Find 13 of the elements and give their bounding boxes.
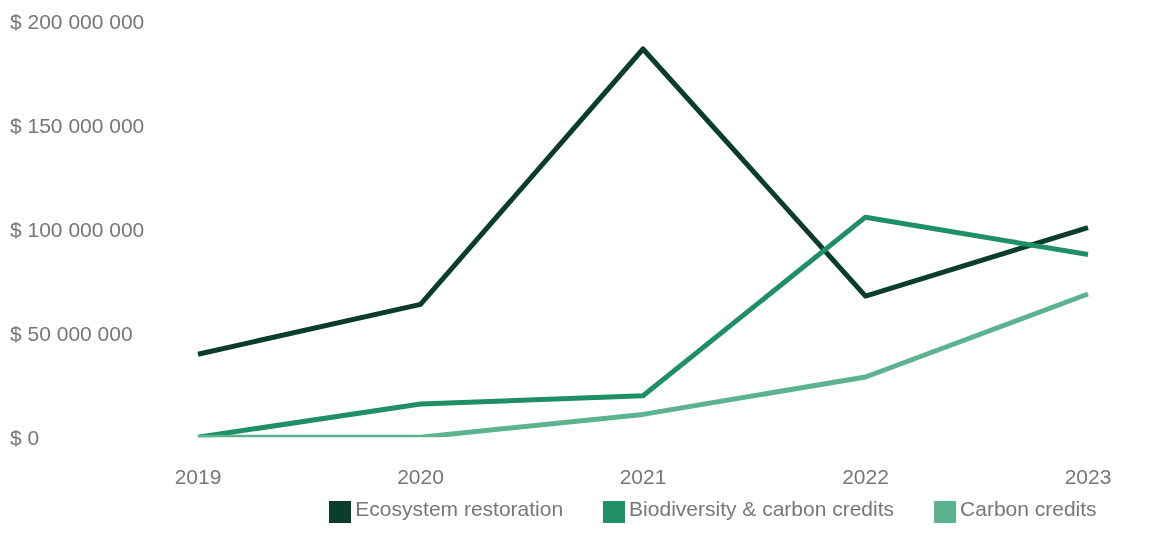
x-tick-label: 2020 bbox=[397, 465, 444, 489]
y-tick-label: $ 0 bbox=[10, 425, 40, 449]
x-tick-label: 2019 bbox=[174, 465, 222, 489]
y-tick-label: $ 100 000 000 bbox=[10, 218, 145, 242]
legend-label: Ecosystem restoration bbox=[355, 497, 564, 521]
legend-label: Biodiversity & carbon credits bbox=[629, 497, 895, 521]
x-tick-label: 2023 bbox=[1064, 465, 1112, 489]
y-tick-label: $ 200 000 000 bbox=[10, 10, 145, 34]
legend-label: Carbon credits bbox=[960, 497, 1097, 521]
y-tick-label: $ 150 000 000 bbox=[10, 114, 145, 138]
y-tick-label: $ 50 000 000 bbox=[10, 321, 133, 345]
x-tick-label: 2022 bbox=[842, 465, 889, 489]
x-tick-label: 2021 bbox=[619, 465, 667, 489]
